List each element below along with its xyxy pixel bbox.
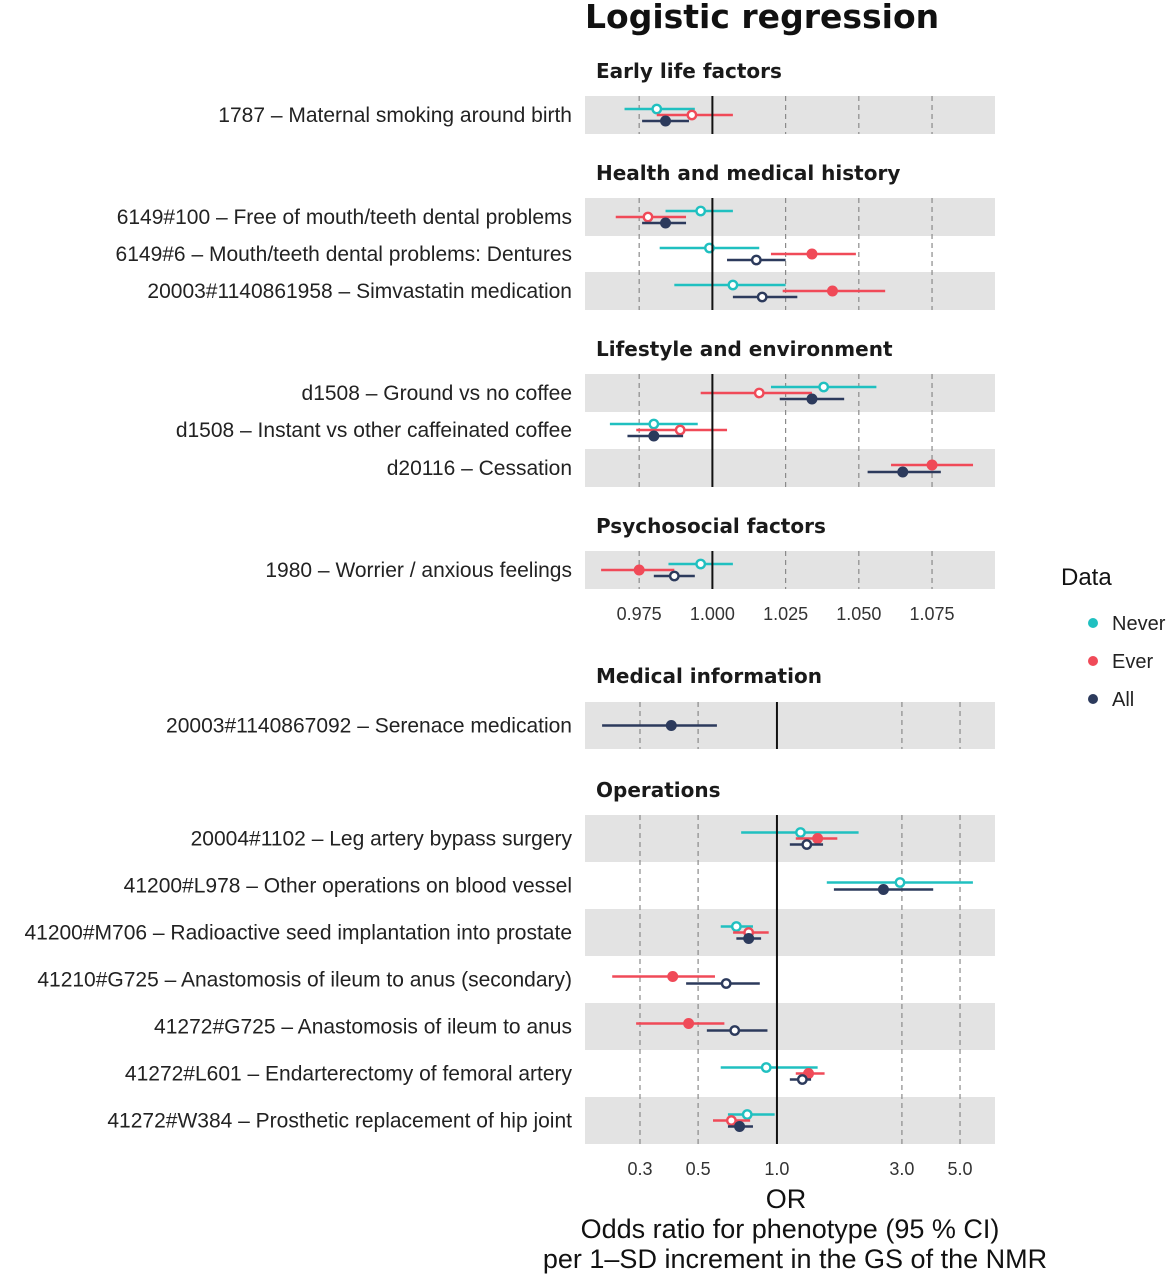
point-all	[668, 570, 680, 582]
point-never	[741, 1109, 753, 1120]
legend-title: Data	[1061, 564, 1112, 591]
row-label: 20003#1140861958 – Simvastatin medicatio…	[147, 280, 572, 303]
point-never	[695, 205, 707, 217]
point-ever	[926, 459, 938, 471]
x-tick-label: 1.025	[763, 604, 808, 624]
row-label: 1980 – Worrier / anxious feelings	[265, 559, 572, 582]
row-label: 41210#G725 – Anastomosis of ileum to anu…	[37, 969, 572, 992]
point-ever	[683, 1018, 695, 1029]
x-tick-label: 0.975	[617, 604, 662, 624]
row-label: d20116 – Cessation	[387, 457, 572, 480]
legend-swatch-never	[1088, 618, 1098, 628]
row-band	[585, 96, 995, 134]
row-label: 1787 – Maternal smoking around birth	[218, 104, 572, 127]
point-never	[727, 279, 739, 291]
x-tick-label: 0.5	[686, 1159, 711, 1179]
legend-swatch-ever	[1088, 656, 1098, 666]
legend-label-all: All	[1112, 689, 1134, 711]
row-label: 41200#M706 – Radioactive seed implantati…	[24, 922, 572, 945]
chart-title: Logistic regression	[585, 0, 939, 36]
row-band	[585, 449, 995, 487]
row-band	[585, 1097, 995, 1144]
point-never	[818, 381, 830, 393]
x-tick-label: 1.050	[836, 604, 881, 624]
point-ever	[667, 971, 679, 982]
point-never	[795, 827, 806, 838]
row-labels: Early life factors 1787 – Maternal smokin…	[24, 59, 900, 1133]
row-label: 41200#L978 – Other operations on blood v…	[124, 875, 572, 898]
x-tick-label: 0.3	[627, 1159, 652, 1179]
legend-label-never: Never	[1112, 613, 1166, 635]
x-tick-label: 5.0	[948, 1159, 973, 1179]
section-header-operations: Operations	[596, 778, 721, 802]
x-tick-label: 3.0	[889, 1159, 914, 1179]
point-all	[877, 884, 889, 895]
point-all	[729, 1025, 741, 1036]
point-ever	[686, 109, 698, 121]
point-all	[750, 254, 762, 266]
point-ever	[725, 1115, 737, 1126]
estimates	[601, 103, 974, 1132]
row-label: 20003#1140867092 – Serenace medication	[166, 715, 572, 738]
row-band	[585, 1003, 995, 1050]
row-label: 41272#G725 – Anastomosis of ileum to anu…	[154, 1016, 572, 1039]
point-all	[660, 115, 672, 127]
axes: 0.975 1.000 1.025 1.050 1.075 0.3 0.5 1.0 3.0 5.0	[617, 96, 973, 1179]
point-all	[665, 720, 677, 731]
section-header-early-life-factors: Early life factors	[596, 59, 782, 83]
point-all	[648, 430, 660, 442]
row-label: 20004#1102 – Leg artery bypass surgery	[191, 828, 573, 851]
point-all	[743, 933, 755, 944]
point-never	[730, 921, 742, 932]
section-header-health-and-medical-history: Health and medical history	[596, 161, 900, 185]
row-label: 41272#L601 – Endarterectomy of femoral a…	[125, 1063, 573, 1086]
point-never	[648, 418, 660, 430]
row-label: d1508 – Instant vs other caffeinated cof…	[176, 419, 572, 442]
row-label: 41272#W384 – Prosthetic replacement of h…	[107, 1110, 572, 1133]
point-ever	[753, 387, 765, 399]
row-band	[585, 909, 995, 956]
point-all	[720, 978, 732, 989]
point-all	[734, 1121, 746, 1132]
point-ever	[674, 424, 686, 436]
point-never	[695, 558, 707, 570]
x-tick-label: 1.0	[764, 1159, 789, 1179]
legend: Data Never Ever All	[1061, 564, 1166, 711]
point-all	[897, 466, 909, 478]
x-axis-caption-line2: per 1–SD increment in the GS of the NMR	[543, 1244, 1047, 1274]
row-label: 6149#100 – Free of mouth/teeth dental pr…	[117, 206, 572, 229]
x-axis-caption-line1: Odds ratio for phenotype (95 % CI)	[581, 1214, 1000, 1244]
legend-label-ever: Ever	[1112, 651, 1153, 673]
x-axis-label: OR	[766, 1184, 807, 1214]
x-tick-label: 1.075	[910, 604, 955, 624]
section-header-psychosocial-factors: Psychosocial factors	[596, 514, 826, 538]
row-label: d1508 – Ground vs no coffee	[302, 382, 572, 405]
point-never	[760, 1062, 772, 1073]
point-ever	[826, 285, 838, 297]
row-label: 6149#6 – Mouth/teeth dental problems: De…	[116, 243, 572, 266]
x-tick-label: 1.000	[690, 604, 735, 624]
section-header-medical-information: Medical information	[596, 664, 822, 688]
point-all	[801, 839, 813, 850]
point-all	[660, 217, 672, 229]
row-band	[585, 815, 995, 862]
point-ever	[806, 248, 818, 260]
point-all	[806, 393, 818, 405]
legend-swatch-all	[1088, 694, 1098, 704]
point-never	[894, 877, 906, 888]
point-ever	[633, 564, 645, 576]
point-ever	[812, 833, 824, 844]
point-all	[756, 291, 768, 303]
point-never	[651, 103, 663, 115]
section-header-lifestyle-and-environment: Lifestyle and environment	[596, 337, 893, 361]
row-bands	[585, 96, 995, 1144]
point-all	[796, 1074, 808, 1085]
point-ever	[642, 211, 654, 223]
